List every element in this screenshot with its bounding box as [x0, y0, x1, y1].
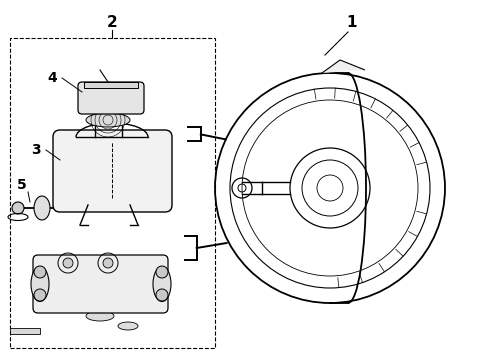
Ellipse shape — [31, 266, 49, 302]
Circle shape — [103, 258, 113, 268]
Polygon shape — [322, 60, 365, 73]
FancyBboxPatch shape — [33, 255, 168, 313]
Text: 2: 2 — [107, 15, 118, 30]
Ellipse shape — [86, 113, 130, 127]
FancyBboxPatch shape — [78, 82, 144, 114]
FancyBboxPatch shape — [53, 130, 172, 212]
Bar — [10, 328, 40, 334]
Circle shape — [34, 289, 46, 301]
Circle shape — [34, 266, 46, 278]
Circle shape — [12, 202, 24, 214]
Circle shape — [156, 289, 168, 301]
Ellipse shape — [153, 266, 171, 302]
Text: 5: 5 — [17, 178, 27, 192]
Circle shape — [156, 266, 168, 278]
Bar — [10, 38, 215, 348]
Text: 3: 3 — [31, 143, 41, 157]
Ellipse shape — [118, 322, 138, 330]
Ellipse shape — [34, 196, 50, 220]
Circle shape — [63, 258, 73, 268]
Bar — [84, 82, 138, 88]
Text: 4: 4 — [47, 71, 57, 85]
Text: 1: 1 — [347, 15, 357, 30]
Ellipse shape — [86, 311, 114, 321]
